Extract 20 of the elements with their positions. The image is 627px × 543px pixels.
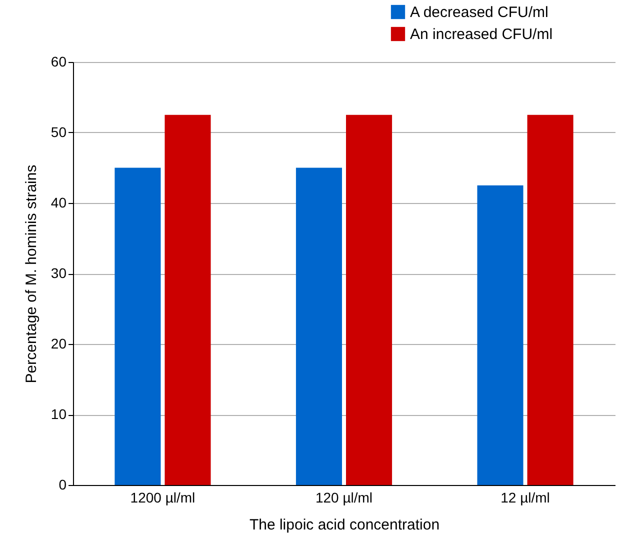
y-tick-label: 10 [50,406,67,422]
bar [477,185,524,485]
y-tick-label: 50 [50,124,67,140]
legend-label: A decreased CFU/ml [410,4,548,21]
legend-label: An increased CFU/ml [410,26,553,43]
bar [164,114,211,485]
bar [346,114,392,485]
x-tick-label: 1200 µl/ml [130,490,196,506]
y-axis-title: Percentage of M. hominis strains [22,164,40,384]
y-tick-label: 40 [50,194,67,210]
x-axis-title: The lipoic acid concentration [249,516,440,534]
x-tick-label: 12 µl/ml [500,490,550,506]
x-tick-label: 120 µl/ml [315,490,373,506]
y-tick-label: 30 [50,265,67,281]
y-tick-label: 0 [58,476,67,492]
y-tick-label: 60 [50,54,67,70]
y-tick-label: 20 [50,336,67,352]
bar [527,114,574,485]
bar [296,168,342,485]
bar [114,168,161,485]
